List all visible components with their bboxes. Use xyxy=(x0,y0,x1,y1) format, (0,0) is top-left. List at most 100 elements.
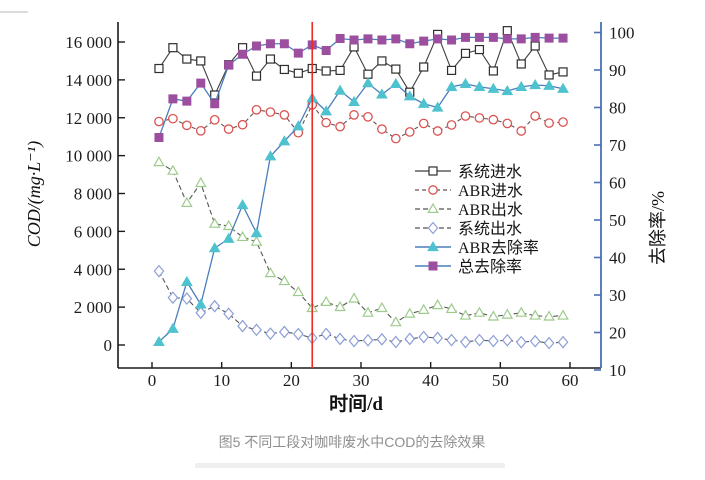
square-open-marker xyxy=(363,69,373,79)
triangle-open-marker xyxy=(194,176,207,188)
triangle-filled-marker xyxy=(417,97,430,108)
y-left-tick-label: 16 000 xyxy=(65,33,112,52)
legend-label: ABR进水 xyxy=(458,182,523,200)
circle-open-marker xyxy=(446,120,457,130)
legend-label: ABR去除率 xyxy=(458,239,539,257)
y-left-tick-label: 6 000 xyxy=(74,222,112,241)
square-open-marker xyxy=(377,56,387,66)
square-open-marker xyxy=(182,54,192,64)
triangle-open-marker xyxy=(487,310,500,321)
triangle-filled-marker xyxy=(236,199,249,210)
circle-open-marker xyxy=(168,113,178,124)
square-filled-marker xyxy=(558,33,568,43)
y-left-tick-label: 4 000 xyxy=(74,260,112,279)
series-3 xyxy=(153,264,569,350)
diamond-open-marker xyxy=(376,332,388,346)
triangle-filled-marker xyxy=(515,80,528,91)
y-axis-right-title: 去除率/% xyxy=(648,191,668,265)
x-tick-label: 60 xyxy=(562,371,579,390)
circle-open-marker xyxy=(237,119,248,130)
circle-open-marker xyxy=(195,125,206,136)
triangle-open-marker xyxy=(427,202,439,213)
triangle-filled-marker xyxy=(222,232,235,243)
series-line xyxy=(158,103,564,140)
triangle-open-marker xyxy=(543,310,555,321)
series-line xyxy=(158,270,564,344)
y-right-tick-label: 100 xyxy=(609,24,635,43)
triangle-open-marker xyxy=(417,303,430,314)
series-line xyxy=(158,29,564,97)
square-open-marker xyxy=(558,67,568,77)
square-filled-marker xyxy=(433,34,443,44)
triangle-open-marker xyxy=(334,300,346,312)
triangle-filled-marker xyxy=(180,275,193,286)
diamond-open-marker xyxy=(418,330,430,344)
y-right-tick-label: 40 xyxy=(609,249,626,268)
triangle-filled-marker xyxy=(459,77,472,88)
triangle-open-marker xyxy=(473,306,486,317)
circle-open-marker xyxy=(363,111,373,122)
figure-caption: 图5 不同工段对咖啡废水中COD的去除效果 xyxy=(219,434,486,450)
triangle-filled-marker xyxy=(501,85,514,96)
series-4 xyxy=(153,77,569,346)
diamond-open-marker xyxy=(404,332,416,346)
triangle-open-marker xyxy=(278,274,291,286)
square-open-marker xyxy=(530,41,540,51)
x-tick-label: 0 xyxy=(148,371,157,390)
square-filled-marker xyxy=(502,34,512,44)
triangle-filled-marker xyxy=(431,101,444,112)
square-open-marker xyxy=(154,63,164,74)
triangle-filled-marker xyxy=(557,82,569,93)
diamond-open-marker xyxy=(460,335,471,349)
square-filled-marker xyxy=(447,35,457,45)
square-filled-marker xyxy=(252,41,261,51)
square-filled-marker xyxy=(391,34,401,44)
triangle-filled-marker xyxy=(403,90,416,101)
triangle-open-marker xyxy=(236,230,249,242)
triangle-filled-marker xyxy=(320,105,333,116)
square-open-marker xyxy=(544,70,554,80)
square-filled-marker xyxy=(530,32,540,42)
legend-label: 系统出水 xyxy=(458,220,522,238)
series-line xyxy=(158,36,564,138)
y-left-tick-label: 10 000 xyxy=(65,147,112,166)
diamond-open-marker xyxy=(320,327,332,341)
diamond-open-marker xyxy=(265,327,276,341)
square-filled-marker xyxy=(461,32,470,42)
y-left-tick-label: 8 000 xyxy=(74,185,112,204)
square-filled-marker xyxy=(377,35,387,45)
circle-open-marker xyxy=(558,117,568,127)
square-filled-marker xyxy=(182,96,192,106)
circle-open-marker xyxy=(209,114,220,125)
square-filled-marker xyxy=(516,34,526,44)
x-tick-label: 50 xyxy=(492,371,509,390)
diamond-open-marker xyxy=(446,333,457,347)
diamond-open-marker xyxy=(348,334,360,348)
circle-open-marker xyxy=(349,110,359,120)
triangle-open-marker xyxy=(320,295,333,307)
square-open-marker xyxy=(502,26,512,36)
triangle-open-marker xyxy=(557,309,569,320)
triangle-open-marker xyxy=(208,217,221,228)
triangle-filled-marker xyxy=(389,77,402,88)
triangle-filled-marker xyxy=(208,242,221,253)
y-left-tick-label: 0 xyxy=(104,336,113,355)
triangle-filled-marker xyxy=(348,95,360,106)
circle-open-marker xyxy=(488,114,499,125)
square-open-marker xyxy=(446,65,457,76)
diamond-open-marker xyxy=(487,334,499,348)
circle-open-marker xyxy=(404,127,415,137)
x-tick-label: 10 xyxy=(213,371,230,390)
triangle-open-marker xyxy=(292,285,305,297)
square-open-marker xyxy=(265,54,276,64)
diamond-open-marker xyxy=(181,292,193,306)
diamond-open-marker xyxy=(427,221,439,235)
triangle-open-marker xyxy=(222,219,235,231)
triangle-open-marker xyxy=(376,301,388,313)
y-right-tick-label: 30 xyxy=(609,286,626,305)
triangle-filled-marker xyxy=(376,88,388,99)
triangle-open-marker xyxy=(431,299,444,310)
square-open-marker xyxy=(460,48,471,58)
y-right-tick-label: 90 xyxy=(609,61,626,80)
square-open-marker xyxy=(474,44,485,55)
